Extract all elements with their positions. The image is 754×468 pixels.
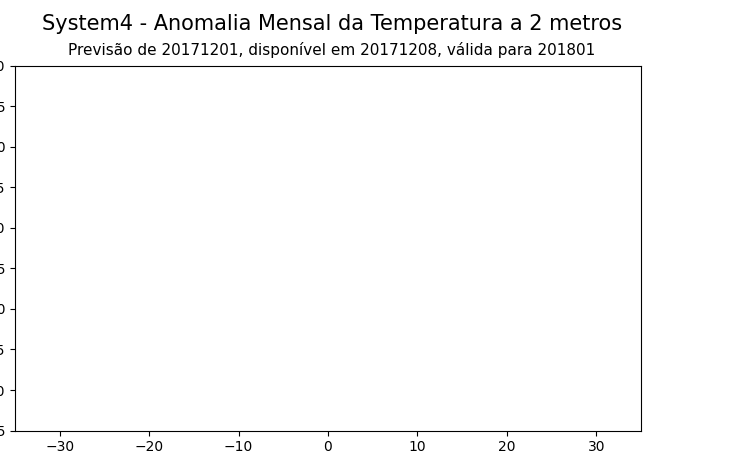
Text: Previsão de 20171201, disponível em 20171208, válida para 201801: Previsão de 20171201, disponível em 2017…	[68, 42, 596, 58]
Text: System4 - Anomalia Mensal da Temperatura a 2 metros: System4 - Anomalia Mensal da Temperatura…	[41, 14, 622, 34]
